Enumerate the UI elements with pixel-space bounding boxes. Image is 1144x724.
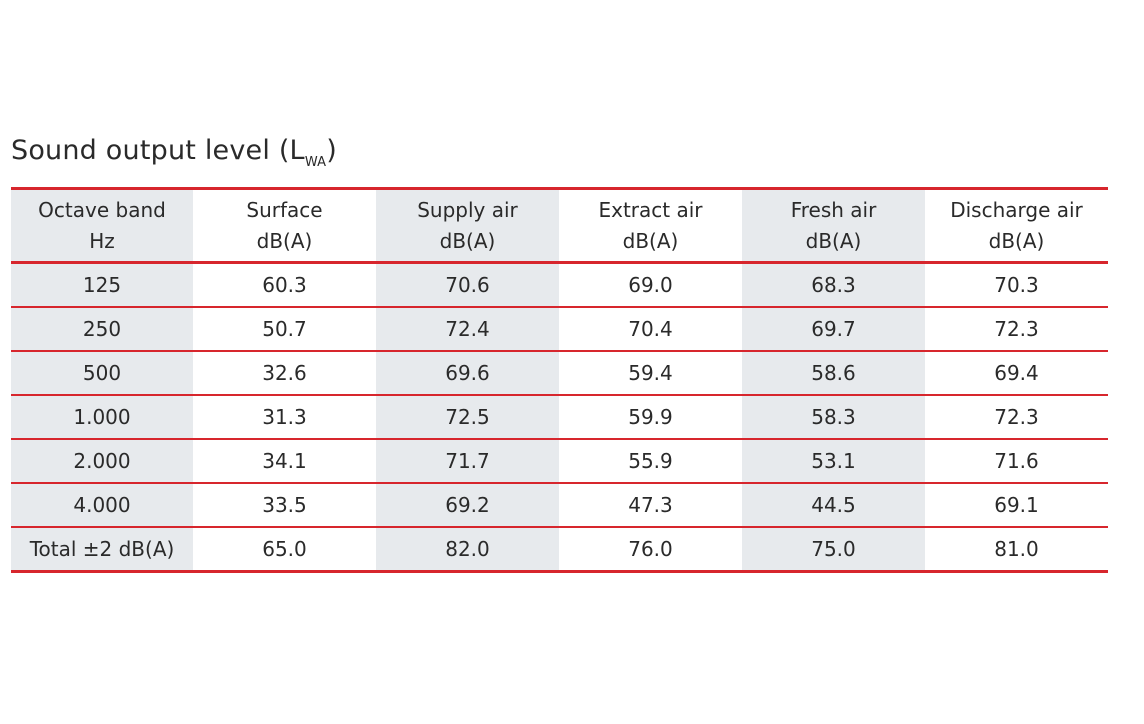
cell-extract-air: 59.4	[628, 361, 673, 385]
cell-extract-air: 69.0	[628, 273, 673, 297]
cell-extract-air: 70.4	[628, 317, 673, 341]
cell-fresh-air: 53.1	[742, 439, 925, 483]
header-label: Surface	[246, 197, 323, 222]
header-unit: dB(A)	[622, 228, 679, 253]
cell-surface: 50.7	[262, 317, 307, 341]
cell-octave-band: 250	[11, 307, 193, 351]
cell-discharge-air: 69.4	[994, 361, 1039, 385]
cell-extract-air: 59.9	[628, 405, 673, 429]
cell-extract-air: 76.0	[628, 537, 673, 561]
cell-fresh-air: 58.3	[742, 395, 925, 439]
table-title-subscript: WA	[304, 155, 327, 170]
cell-surface: 60.3	[262, 273, 307, 297]
cell-surface: 65.0	[262, 537, 307, 561]
cell-supply-air: 72.4	[376, 307, 559, 351]
cell-extract-air: 47.3	[628, 493, 673, 517]
header-label: Extract air	[598, 197, 703, 222]
header-discharge-air: Discharge air dB(A)	[925, 189, 1108, 263]
header-label: Supply air	[417, 197, 518, 222]
cell-octave-band: 1.000	[11, 395, 193, 439]
cell-supply-air: 70.6	[376, 262, 559, 307]
table-title-close: )	[326, 135, 337, 166]
header-surface: Surface dB(A)	[193, 189, 376, 263]
table-title-text: Sound output level (L	[11, 135, 305, 166]
table-row: 1.000 31.3 72.5 59.9 58.3 72.3	[11, 395, 1108, 439]
header-unit: dB(A)	[805, 228, 862, 253]
header-row: Octave band Hz Surface dB(A) Supply air dB(…	[11, 188, 1108, 263]
table-row: 2.000 34.1 71.7 55.9 53.1 71.6	[11, 439, 1108, 483]
cell-discharge-air: 72.3	[994, 405, 1039, 429]
header-supply-air: Supply air dB(A)	[376, 188, 559, 263]
header-octave-band: Octave band Hz	[11, 188, 193, 263]
table-title: Sound output level (LWA)	[11, 135, 337, 169]
cell-supply-air: 69.2	[376, 483, 559, 527]
table-row: 250 50.7 72.4 70.4 69.7 72.3	[11, 307, 1108, 351]
table-row: 4.000 33.5 69.2 47.3 44.5 69.1	[11, 483, 1108, 527]
header-unit: Hz	[89, 228, 115, 253]
header-label: Discharge air	[950, 197, 1083, 222]
cell-fresh-air: 58.6	[742, 351, 925, 395]
cell-extract-air: 55.9	[628, 449, 673, 473]
table-row-total: Total ±2 dB(A) 65.0 82.0 76.0 75.0 81.0	[11, 527, 1108, 572]
cell-fresh-air: 68.3	[742, 262, 925, 307]
cell-fresh-air: 69.7	[742, 307, 925, 351]
cell-fresh-air: 44.5	[742, 483, 925, 527]
cell-octave-band: 4.000	[11, 483, 193, 527]
header-label: Fresh air	[790, 197, 877, 222]
cell-discharge-air: 71.6	[994, 449, 1039, 473]
cell-surface: 32.6	[262, 361, 307, 385]
header-unit: dB(A)	[439, 228, 496, 253]
cell-surface: 31.3	[262, 405, 307, 429]
cell-discharge-air: 70.3	[994, 273, 1039, 297]
header-unit: dB(A)	[988, 228, 1045, 253]
table-row: 125 60.3 70.6 69.0 68.3 70.3	[11, 262, 1108, 307]
cell-supply-air: 71.7	[376, 439, 559, 483]
header-label: Octave band	[38, 197, 166, 222]
cell-supply-air: 69.6	[376, 351, 559, 395]
sound-output-table: Octave band Hz Surface dB(A) Supply air dB(…	[11, 187, 1108, 573]
cell-total-label: Total ±2 dB(A)	[11, 527, 193, 572]
cell-fresh-air: 75.0	[742, 527, 925, 572]
cell-supply-air: 72.5	[376, 395, 559, 439]
cell-discharge-air: 69.1	[994, 493, 1039, 517]
cell-surface: 33.5	[262, 493, 307, 517]
header-unit: dB(A)	[256, 228, 313, 253]
cell-surface: 34.1	[262, 449, 307, 473]
cell-octave-band: 125	[11, 262, 193, 307]
cell-supply-air: 82.0	[376, 527, 559, 572]
cell-discharge-air: 81.0	[994, 537, 1039, 561]
cell-octave-band: 2.000	[11, 439, 193, 483]
cell-discharge-air: 72.3	[994, 317, 1039, 341]
cell-octave-band: 500	[11, 351, 193, 395]
header-extract-air: Extract air dB(A)	[559, 189, 742, 263]
table-row: 500 32.6 69.6 59.4 58.6 69.4	[11, 351, 1108, 395]
header-fresh-air: Fresh air dB(A)	[742, 188, 925, 263]
